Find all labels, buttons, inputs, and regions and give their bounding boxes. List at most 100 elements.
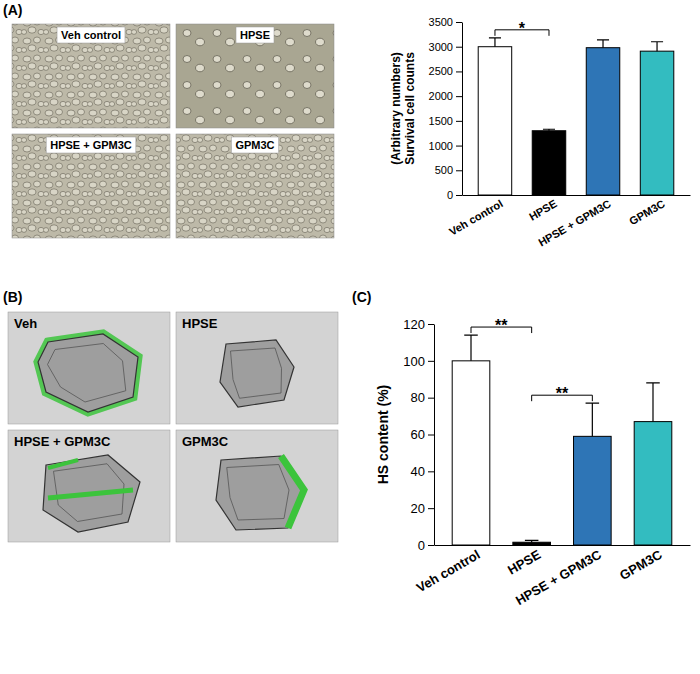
micrograph-image <box>176 24 334 128</box>
x-tick: GPM3C <box>627 195 667 227</box>
y-tick-mark <box>456 96 462 97</box>
y-tick: 40 <box>411 464 434 479</box>
micrograph-label-box <box>46 137 136 153</box>
x-axis: Veh control HPSEHPSE + GPM3C GPM3C <box>447 195 691 248</box>
y-tick: 2000 <box>429 90 462 102</box>
y-tick: 20 <box>411 501 434 516</box>
x-tick-label: Veh control <box>447 197 505 237</box>
bar <box>640 51 673 195</box>
x-tick-label: Veh control <box>414 547 483 595</box>
panel-letter: (A) <box>3 2 22 18</box>
bar <box>478 47 511 195</box>
micrograph-label: HPSE <box>240 29 270 41</box>
x-axis-line <box>435 545 691 546</box>
x-tick: GPM3C <box>617 545 665 583</box>
y-tick: 0 <box>418 538 434 553</box>
y-tick: 3000 <box>429 41 462 53</box>
micrograph: HPSE <box>176 24 334 128</box>
bar <box>532 131 565 195</box>
tissue-texture <box>227 465 289 521</box>
fluorescence <box>48 460 78 468</box>
micrograph-image <box>176 430 338 542</box>
micrograph-label: Veh <box>14 316 37 331</box>
y-tick-label: 2500 <box>429 65 453 77</box>
y-tick-label: 2000 <box>429 90 453 102</box>
micrograph-label: GPM3C <box>235 139 274 151</box>
micrograph-image <box>176 312 338 424</box>
y-tick-mark <box>456 170 462 171</box>
plot-area <box>452 335 672 545</box>
y-tick-label: 80 <box>411 390 425 405</box>
bar <box>574 436 612 545</box>
y-tick: 500 <box>435 164 462 176</box>
y-tick: 2500 <box>429 65 462 77</box>
tissue <box>220 340 294 407</box>
y-tick: 3500 <box>429 16 462 28</box>
bar <box>452 361 490 545</box>
y-tick: 0 <box>447 189 462 201</box>
y-tick-label: 0 <box>447 189 453 201</box>
x-tick: HPSE + GPM3C <box>536 195 613 248</box>
error-bar <box>586 403 600 436</box>
significance-label: * <box>519 20 526 37</box>
y-tick-label: 1500 <box>429 115 453 127</box>
bar-chart: 020406080100120Veh controlHPSEHPSE + GPM… <box>375 317 691 608</box>
x-tick-label: GPM3C <box>627 197 667 227</box>
y-tick-label: 3500 <box>429 16 453 28</box>
significance-label: ** <box>495 317 508 334</box>
plot-area <box>478 38 674 195</box>
error-bar <box>543 129 555 130</box>
y-tick-mark <box>428 398 434 399</box>
x-tick-label: HPSE + GPM3C <box>536 197 613 248</box>
micrograph: Veh control <box>12 24 170 128</box>
y-tick: 1000 <box>429 140 462 152</box>
fluorescence <box>38 334 138 412</box>
micrograph: HPSE + GPM3C <box>8 430 170 542</box>
panel-letter: (C) <box>352 289 371 305</box>
y-tick-mark <box>428 508 434 509</box>
y-tick-mark <box>428 435 434 436</box>
micrograph: GPM3C <box>176 430 338 542</box>
bar <box>586 48 619 195</box>
error-bar <box>525 540 539 542</box>
micrograph-label: HPSE + GPM3C <box>50 139 132 151</box>
micrograph-image <box>12 24 170 128</box>
y-tick-mark <box>456 71 462 72</box>
y-tick-label: 100 <box>403 353 425 368</box>
micrograph-label: Veh control <box>61 29 121 41</box>
x-tick-label: GPM3C <box>617 547 665 583</box>
y-tick-mark <box>456 22 462 23</box>
micrograph-label: GPM3C <box>182 434 229 449</box>
fluorescence <box>48 490 133 498</box>
y-axis-line <box>434 325 435 546</box>
y-tick: 120 <box>403 317 434 332</box>
x-axis: Veh controlHPSEHPSE + GPM3CGPM3C <box>414 545 691 608</box>
micrograph-label: HPSE <box>182 316 218 331</box>
x-tick: Veh control <box>447 195 505 238</box>
y-tick-mark <box>456 121 462 122</box>
y-axis-line <box>462 23 463 196</box>
micrograph: GPM3C <box>176 134 334 238</box>
panel-letter: (B) <box>3 289 22 305</box>
error-bar <box>464 335 478 361</box>
micrograph-image <box>12 134 170 238</box>
micrograph-label-box <box>231 137 278 153</box>
y-tick: 80 <box>411 390 434 405</box>
x-tick-label: HPSE <box>527 197 559 222</box>
error-bar <box>489 38 501 47</box>
figure: (A)(B)(C)Veh controlHPSEHPSE + GPM3CGPM3… <box>0 0 700 674</box>
micrograph: HPSE + GPM3C <box>12 134 170 238</box>
tissue-texture <box>48 344 126 403</box>
tissue <box>38 334 138 412</box>
y-axis: 020406080100120 <box>403 317 434 553</box>
x-tick: HPSE <box>505 545 543 578</box>
x-axis-line <box>463 195 691 196</box>
y-tick-mark <box>428 324 434 325</box>
y-axis-title: HS content (%) <box>375 385 391 485</box>
tissue-texture <box>231 348 282 398</box>
y-tick: 1500 <box>429 115 462 127</box>
y-tick-label: 40 <box>411 464 425 479</box>
micrograph-image <box>8 430 170 542</box>
x-tick-label: HPSE <box>505 547 543 578</box>
y-axis-title: Survival cell counts <box>403 52 417 165</box>
